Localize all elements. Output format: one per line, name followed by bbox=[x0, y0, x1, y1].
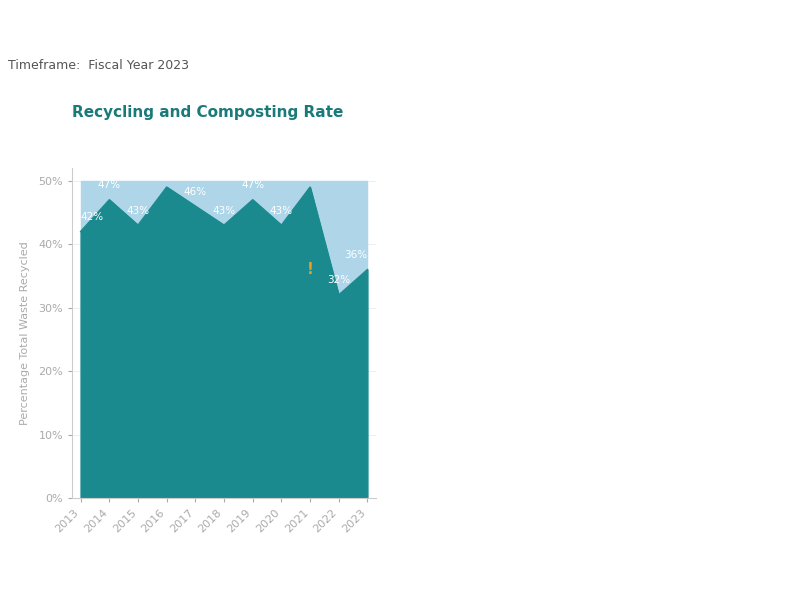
Y-axis label: Percentage Total Waste Recycled: Percentage Total Waste Recycled bbox=[20, 241, 30, 425]
Text: 47%: 47% bbox=[98, 180, 121, 190]
Text: Timeframe:  Fiscal Year 2023: Timeframe: Fiscal Year 2023 bbox=[8, 59, 189, 72]
Text: Recycling and Composting Rate: Recycling and Composting Rate bbox=[72, 105, 343, 120]
Text: 49%: 49% bbox=[155, 167, 178, 178]
Text: 49%: 49% bbox=[298, 167, 322, 178]
Text: 43%: 43% bbox=[126, 206, 150, 215]
Text: 43%: 43% bbox=[213, 206, 235, 215]
Text: 43%: 43% bbox=[270, 206, 293, 215]
Text: 46%: 46% bbox=[184, 187, 207, 197]
Text: 47%: 47% bbox=[241, 180, 264, 190]
Text: 32%: 32% bbox=[327, 275, 350, 286]
Text: !: ! bbox=[306, 262, 314, 277]
Text: 36%: 36% bbox=[344, 250, 367, 260]
Text: 42%: 42% bbox=[81, 212, 104, 222]
